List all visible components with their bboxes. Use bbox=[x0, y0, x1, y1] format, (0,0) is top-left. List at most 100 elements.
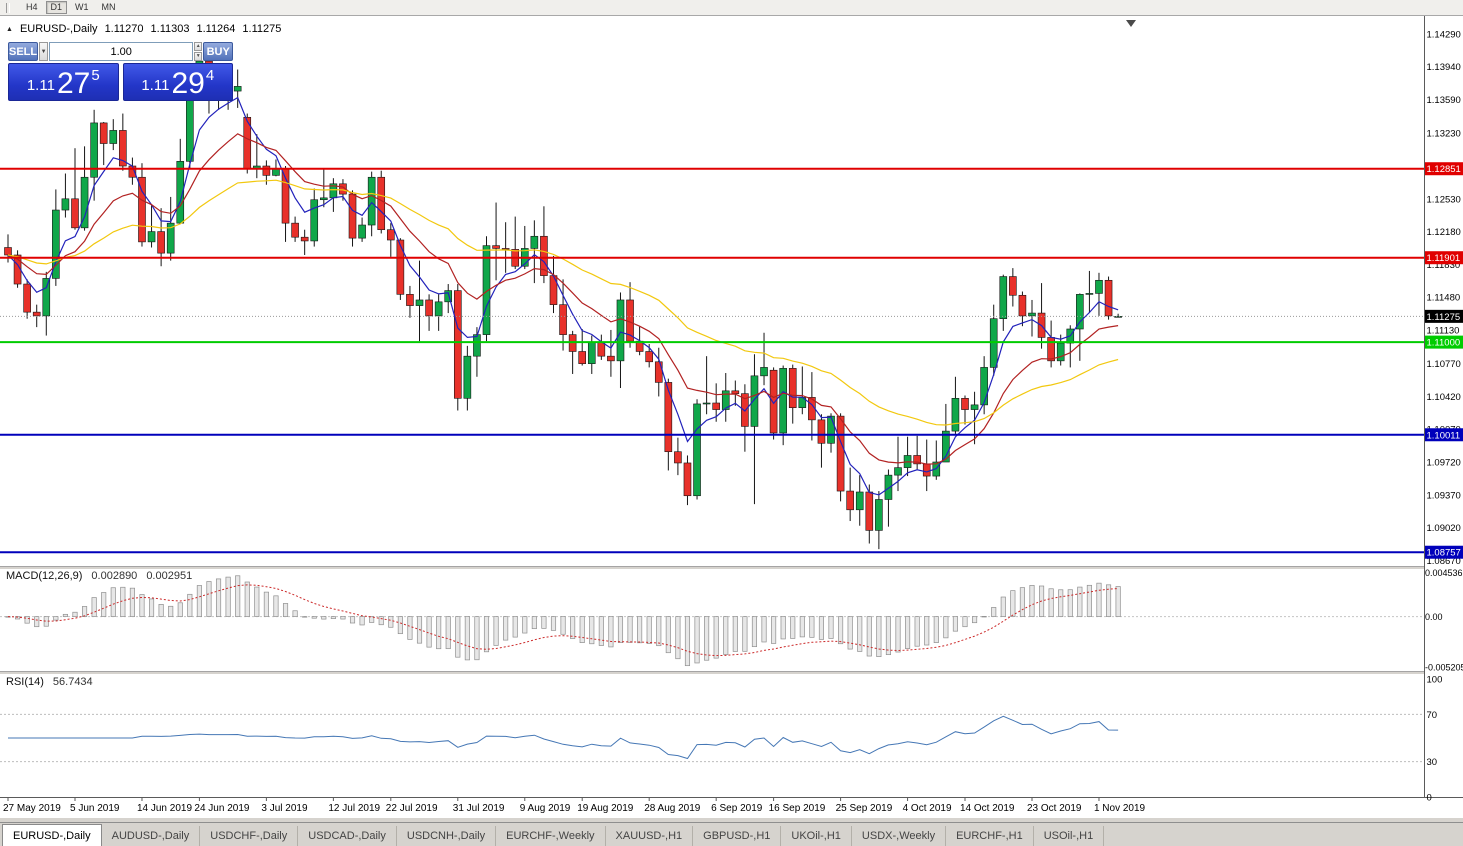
tab-eurchf-h1[interactable]: EURCHF-,H1 bbox=[946, 826, 1034, 846]
timeframe-toolbar: H4 D1 W1 MN bbox=[0, 0, 1463, 16]
svg-text:16 Sep 2019: 16 Sep 2019 bbox=[769, 803, 826, 814]
macd-histogram bbox=[5, 575, 1121, 667]
svg-text:5 Jun 2019: 5 Jun 2019 bbox=[70, 803, 120, 814]
tab-audusd-daily[interactable]: AUDUSD-,Daily bbox=[102, 826, 201, 846]
chevron-up-icon: ▲ bbox=[195, 43, 201, 49]
svg-text:31 Jul 2019: 31 Jul 2019 bbox=[453, 803, 505, 814]
svg-text:100: 100 bbox=[1427, 675, 1443, 686]
macd-signal-value: 0.002951 bbox=[146, 570, 193, 582]
tab-xauusd-h1[interactable]: XAUUSD-,H1 bbox=[606, 826, 694, 846]
svg-text:12 Jul 2019: 12 Jul 2019 bbox=[328, 803, 380, 814]
sell-price-pips: 27 bbox=[56, 67, 91, 101]
svg-text:1.11130: 1.11130 bbox=[1427, 325, 1460, 336]
timeframe-button-h4[interactable]: H4 bbox=[21, 1, 43, 14]
volume-input[interactable] bbox=[49, 42, 194, 61]
svg-text:23 Oct 2019: 23 Oct 2019 bbox=[1027, 803, 1082, 814]
buy-price-display[interactable]: 1.11 29 4 bbox=[122, 63, 233, 101]
svg-text:1.09020: 1.09020 bbox=[1427, 523, 1461, 534]
svg-text:1.12180: 1.12180 bbox=[1427, 227, 1461, 238]
chevron-down-icon: ▼ bbox=[40, 48, 47, 55]
tab-usdcad-daily[interactable]: USDCAD-,Daily bbox=[298, 826, 397, 846]
tab-eurusd-daily[interactable]: EURUSD-,Daily bbox=[2, 824, 102, 846]
svg-text:19 Aug 2019: 19 Aug 2019 bbox=[577, 803, 634, 814]
svg-text:1.12851: 1.12851 bbox=[1427, 164, 1461, 175]
timeframe-button-w1[interactable]: W1 bbox=[70, 1, 94, 14]
volume-spinner: ▲ ▼ bbox=[194, 42, 203, 61]
svg-text:1.11480: 1.11480 bbox=[1427, 293, 1461, 304]
time-axis[interactable]: 27 May 2019 5 Jun 2019 14 Jun 2019 24 Jun 2… bbox=[3, 797, 1146, 815]
sell-button[interactable]: SELL bbox=[8, 42, 39, 61]
svg-text:6 Sep 2019: 6 Sep 2019 bbox=[711, 803, 763, 814]
chart-header: ▲ EURUSD-,Daily 1.11270 1.11303 1.11264 … bbox=[6, 23, 281, 35]
svg-text:24 Jun 2019: 24 Jun 2019 bbox=[194, 803, 249, 814]
chart-canvas[interactable]: 1.142901.139401.135901.132301.128801.125… bbox=[0, 16, 1463, 818]
moving-averages-layer bbox=[7, 96, 1119, 496]
volume-up-button[interactable]: ▲ bbox=[194, 42, 203, 51]
macd-label: MACD(12,26,9) bbox=[6, 570, 83, 582]
price-axis[interactable]: 1.142901.139401.135901.132301.128801.125… bbox=[1425, 29, 1463, 804]
toolbar-grip[interactable] bbox=[6, 2, 10, 13]
rsi-header: RSI(14) 56.7434 bbox=[6, 676, 93, 688]
buy-price-pips: 29 bbox=[171, 67, 205, 101]
rsi-line bbox=[8, 715, 1119, 760]
tab-usdchf-daily[interactable]: USDCHF-,Daily bbox=[200, 826, 299, 846]
svg-text:1 Nov 2019: 1 Nov 2019 bbox=[1094, 803, 1146, 814]
svg-text:14 Jun 2019: 14 Jun 2019 bbox=[137, 803, 192, 814]
ohlc-high: 1.11303 bbox=[150, 23, 190, 35]
svg-text:28 Aug 2019: 28 Aug 2019 bbox=[644, 803, 701, 814]
collapse-panel-icon[interactable]: ▲ bbox=[6, 25, 13, 33]
rsi-label: RSI(14) bbox=[6, 676, 44, 688]
svg-text:1.09720: 1.09720 bbox=[1427, 458, 1461, 469]
macd-header: MACD(12,26,9) 0.002890 0.002951 bbox=[6, 570, 192, 582]
svg-text:0: 0 bbox=[1427, 793, 1432, 804]
svg-text:1.08670: 1.08670 bbox=[1427, 556, 1461, 567]
buy-price-point: 4 bbox=[205, 67, 215, 84]
svg-text:9 Aug 2019: 9 Aug 2019 bbox=[520, 803, 571, 814]
svg-text:70: 70 bbox=[1427, 710, 1438, 721]
svg-text:1.08757: 1.08757 bbox=[1427, 548, 1461, 559]
svg-text:0.00: 0.00 bbox=[1425, 612, 1443, 622]
ohlc-low: 1.11264 bbox=[196, 23, 236, 35]
svg-text:0.004536: 0.004536 bbox=[1425, 568, 1463, 578]
svg-text:1.10011: 1.10011 bbox=[1427, 430, 1461, 441]
chart-shift-marker-icon[interactable] bbox=[1126, 20, 1136, 27]
macd-signal-line bbox=[7, 584, 1119, 657]
buy-button[interactable]: BUY bbox=[203, 42, 233, 61]
sell-price-display[interactable]: 1.11 27 5 bbox=[8, 63, 119, 101]
ohlc-open: 1.11270 bbox=[104, 23, 144, 35]
svg-text:25 Sep 2019: 25 Sep 2019 bbox=[836, 803, 893, 814]
tab-eurchf-weekly[interactable]: EURCHF-,Weekly bbox=[496, 826, 606, 846]
panel-splitter[interactable] bbox=[0, 566, 1424, 570]
svg-text:1.11830: 1.11830 bbox=[1427, 260, 1461, 271]
sell-price-point: 5 bbox=[91, 67, 100, 84]
svg-text:1.12530: 1.12530 bbox=[1427, 194, 1461, 205]
svg-text:1.10420: 1.10420 bbox=[1427, 392, 1461, 403]
svg-text:1.14290: 1.14290 bbox=[1427, 29, 1461, 40]
tab-usdcnh-daily[interactable]: USDCNH-,Daily bbox=[397, 826, 497, 846]
svg-text:1.09370: 1.09370 bbox=[1427, 490, 1461, 501]
chevron-down-icon: ▼ bbox=[195, 53, 201, 59]
svg-text:4 Oct 2019: 4 Oct 2019 bbox=[903, 803, 952, 814]
sell-price-prefix: 1.11 bbox=[26, 77, 55, 94]
svg-text:14 Oct 2019: 14 Oct 2019 bbox=[960, 803, 1015, 814]
timeframe-button-mn[interactable]: MN bbox=[97, 1, 121, 14]
svg-text:1.13940: 1.13940 bbox=[1427, 62, 1461, 73]
svg-text:1.13590: 1.13590 bbox=[1427, 95, 1461, 106]
tab-usdx-weekly[interactable]: USDX-,Weekly bbox=[852, 826, 947, 846]
tab-ukoil-h1[interactable]: UKOil-,H1 bbox=[781, 826, 852, 846]
timeframe-button-d1[interactable]: D1 bbox=[45, 1, 68, 14]
svg-text:1.11000: 1.11000 bbox=[1427, 338, 1461, 349]
lot-preset-dropdown[interactable]: ▼ bbox=[39, 42, 49, 61]
tab-gbpusd-h1[interactable]: GBPUSD-,H1 bbox=[693, 826, 782, 846]
buy-price-prefix: 1.11 bbox=[141, 77, 170, 94]
candles-layer bbox=[4, 49, 1122, 550]
rsi-value: 56.7434 bbox=[52, 676, 93, 688]
svg-text:27 May 2019: 27 May 2019 bbox=[3, 803, 61, 814]
tab-usoil-h1[interactable]: USOil-,H1 bbox=[1034, 826, 1105, 846]
svg-text:1.11901: 1.11901 bbox=[1427, 253, 1461, 264]
panel-splitter[interactable] bbox=[0, 671, 1424, 675]
horizontal-lines-layer[interactable] bbox=[0, 167, 1424, 554]
svg-text:1.10770: 1.10770 bbox=[1427, 359, 1461, 370]
volume-down-button[interactable]: ▼ bbox=[194, 52, 203, 61]
